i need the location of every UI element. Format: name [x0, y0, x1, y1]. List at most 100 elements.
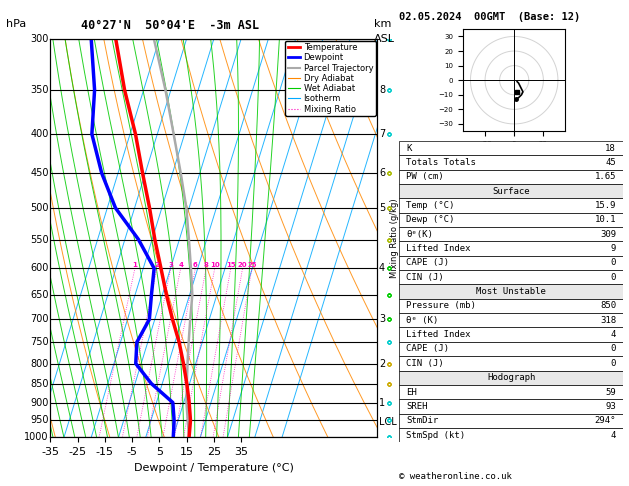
- Text: 10.1: 10.1: [594, 215, 616, 225]
- Text: 500: 500: [30, 203, 48, 213]
- Text: 850: 850: [600, 301, 616, 311]
- Text: CAPE (J): CAPE (J): [406, 259, 449, 267]
- Text: SREH: SREH: [406, 402, 428, 411]
- Text: © weatheronline.co.uk: © weatheronline.co.uk: [399, 472, 512, 481]
- Text: 4: 4: [611, 330, 616, 339]
- Text: 02.05.2024  00GMT  (Base: 12): 02.05.2024 00GMT (Base: 12): [399, 12, 581, 22]
- Text: 4: 4: [178, 262, 183, 268]
- Text: 45: 45: [605, 158, 616, 167]
- Text: StmSpd (kt): StmSpd (kt): [406, 431, 465, 439]
- Bar: [399, 242, 623, 256]
- Text: 9: 9: [611, 244, 616, 253]
- Bar: [399, 328, 623, 342]
- Text: Most Unstable: Most Unstable: [476, 287, 546, 296]
- Text: EH: EH: [406, 387, 417, 397]
- Bar: [399, 256, 623, 270]
- Text: 6: 6: [379, 168, 385, 178]
- Text: 950: 950: [30, 416, 48, 425]
- Text: 15.9: 15.9: [594, 201, 616, 210]
- Text: 40°27'N  50°04'E  -3m ASL: 40°27'N 50°04'E -3m ASL: [81, 19, 259, 33]
- X-axis label: kt: kt: [510, 147, 518, 156]
- Bar: [399, 284, 623, 299]
- Text: 59: 59: [605, 387, 616, 397]
- Text: 309: 309: [600, 230, 616, 239]
- Text: CAPE (J): CAPE (J): [406, 345, 449, 353]
- Text: 0: 0: [611, 359, 616, 368]
- Text: 0: 0: [611, 259, 616, 267]
- Text: 900: 900: [30, 398, 48, 408]
- Text: 700: 700: [30, 314, 48, 324]
- Text: 550: 550: [30, 235, 48, 244]
- Text: 650: 650: [30, 290, 48, 300]
- Text: StmDir: StmDir: [406, 416, 438, 425]
- Text: Mixing Ratio (g/kg): Mixing Ratio (g/kg): [391, 198, 399, 278]
- Text: 750: 750: [30, 337, 48, 347]
- Text: Totals Totals: Totals Totals: [406, 158, 476, 167]
- Bar: [399, 342, 623, 356]
- Text: Dewp (°C): Dewp (°C): [406, 215, 455, 225]
- Bar: [399, 270, 623, 284]
- Text: K: K: [406, 144, 411, 153]
- Text: 4: 4: [611, 431, 616, 439]
- Text: 350: 350: [30, 85, 48, 95]
- Text: 318: 318: [600, 316, 616, 325]
- Text: 20: 20: [238, 262, 247, 268]
- Text: PW (cm): PW (cm): [406, 173, 443, 181]
- Text: 300: 300: [30, 34, 48, 44]
- Bar: [399, 227, 623, 242]
- Text: 850: 850: [30, 379, 48, 389]
- Text: Lifted Index: Lifted Index: [406, 244, 470, 253]
- Bar: [399, 156, 623, 170]
- Text: 8: 8: [204, 262, 209, 268]
- Bar: [399, 141, 623, 156]
- Text: 1: 1: [379, 398, 385, 408]
- Text: 6: 6: [193, 262, 198, 268]
- Text: 600: 600: [30, 263, 48, 273]
- Bar: [399, 385, 623, 399]
- Bar: [399, 299, 623, 313]
- Text: 93: 93: [605, 402, 616, 411]
- Text: 7: 7: [379, 129, 386, 139]
- Bar: [399, 184, 623, 198]
- Text: 400: 400: [30, 129, 48, 139]
- Text: Lifted Index: Lifted Index: [406, 330, 470, 339]
- Text: Temp (°C): Temp (°C): [406, 201, 455, 210]
- Text: CIN (J): CIN (J): [406, 273, 443, 282]
- Text: 15: 15: [226, 262, 236, 268]
- Text: CIN (J): CIN (J): [406, 359, 443, 368]
- Text: Pressure (mb): Pressure (mb): [406, 301, 476, 311]
- Bar: [399, 213, 623, 227]
- Text: 5: 5: [379, 203, 386, 213]
- Bar: [399, 414, 623, 428]
- Text: 3: 3: [379, 314, 385, 324]
- Text: km: km: [374, 19, 392, 30]
- X-axis label: Dewpoint / Temperature (°C): Dewpoint / Temperature (°C): [134, 463, 294, 473]
- Text: 1.65: 1.65: [594, 173, 616, 181]
- Text: 10: 10: [210, 262, 220, 268]
- Text: 450: 450: [30, 168, 48, 178]
- Text: 3: 3: [168, 262, 173, 268]
- Text: 4: 4: [379, 263, 385, 273]
- Text: θᵉ (K): θᵉ (K): [406, 316, 438, 325]
- Text: 1: 1: [133, 262, 137, 268]
- Text: 2: 2: [379, 359, 386, 368]
- Bar: [399, 170, 623, 184]
- Text: 0: 0: [611, 273, 616, 282]
- Bar: [399, 198, 623, 213]
- Text: 1000: 1000: [24, 433, 48, 442]
- Text: 18: 18: [605, 144, 616, 153]
- Text: 800: 800: [30, 359, 48, 368]
- Bar: [399, 399, 623, 414]
- Text: hPa: hPa: [6, 19, 26, 30]
- Text: 294°: 294°: [594, 416, 616, 425]
- Text: θᵉ(K): θᵉ(K): [406, 230, 433, 239]
- Text: Surface: Surface: [493, 187, 530, 196]
- Text: Hodograph: Hodograph: [487, 373, 535, 382]
- Legend: Temperature, Dewpoint, Parcel Trajectory, Dry Adiabat, Wet Adiabat, Isotherm, Mi: Temperature, Dewpoint, Parcel Trajectory…: [286, 40, 376, 116]
- Text: 0: 0: [611, 345, 616, 353]
- Bar: [399, 370, 623, 385]
- Text: 25: 25: [247, 262, 257, 268]
- Text: 2: 2: [155, 262, 159, 268]
- Bar: [399, 313, 623, 328]
- Text: ASL: ASL: [374, 34, 395, 44]
